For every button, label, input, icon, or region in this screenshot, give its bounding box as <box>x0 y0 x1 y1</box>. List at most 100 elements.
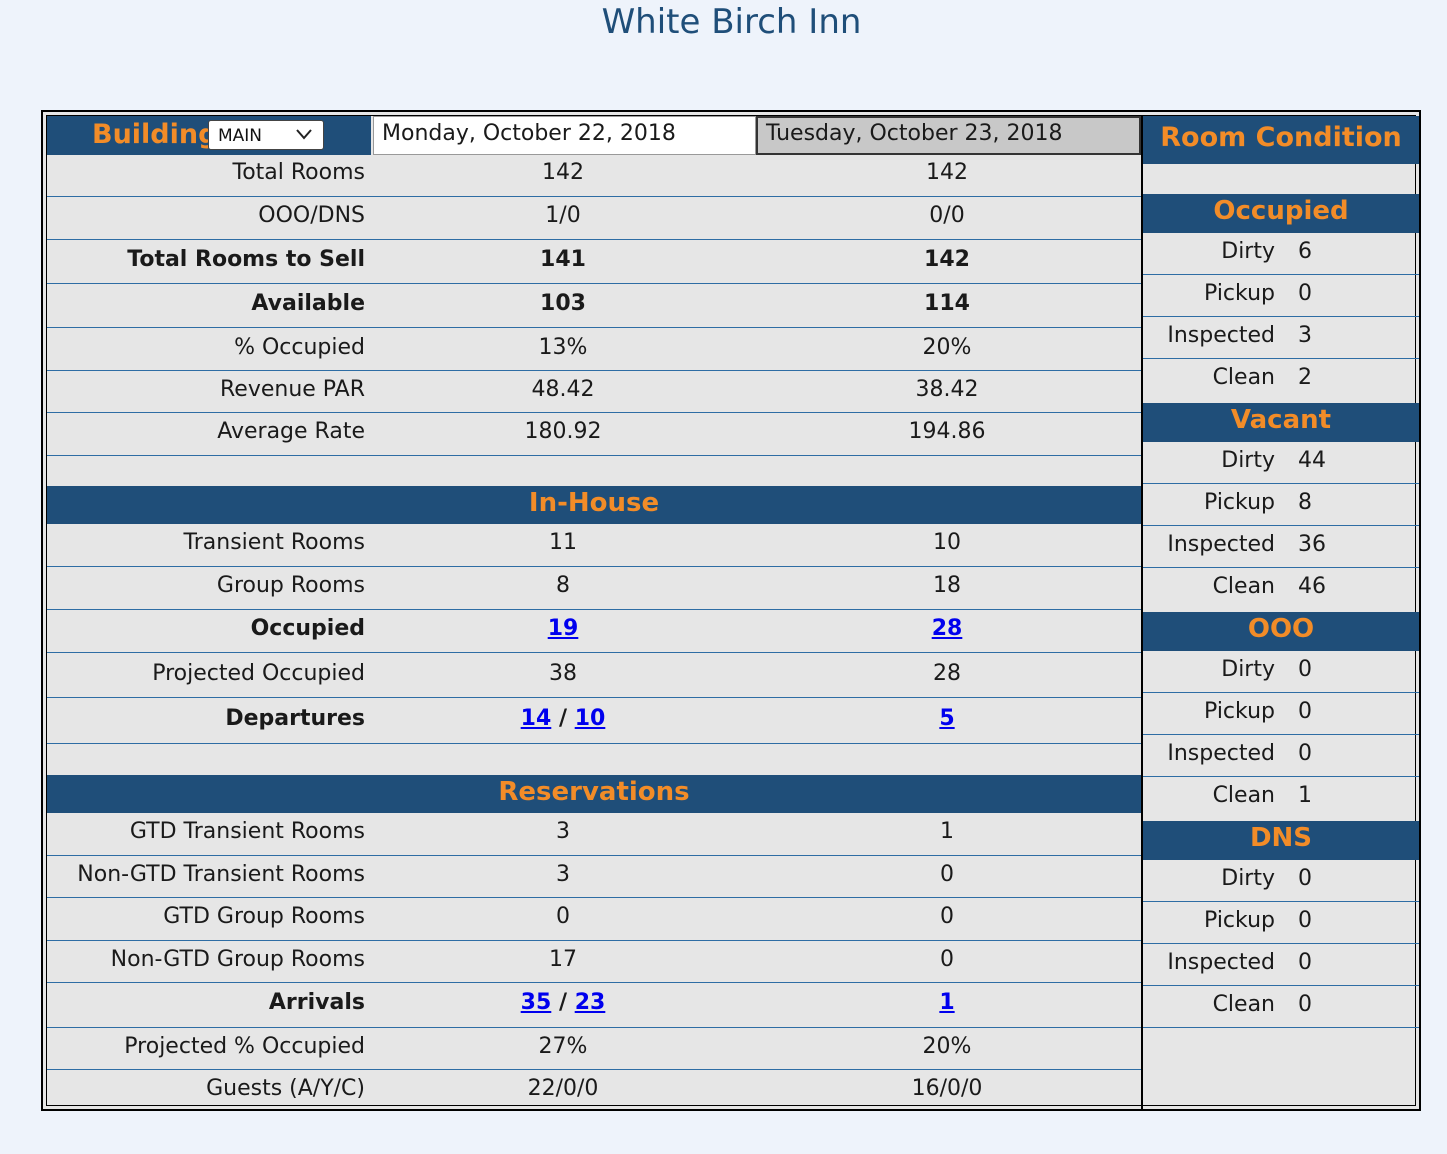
row-label: Projected % Occupied <box>124 1034 365 1059</box>
value-day1: 22/0/0 <box>527 1076 599 1101</box>
section-in-house: In-House <box>47 486 1141 524</box>
value-day2: 0 <box>940 904 954 929</box>
rc-row: Pickup 0 <box>1143 902 1419 944</box>
rc-row: Clean 0 <box>1143 986 1419 1028</box>
row-label: Guests (A/Y/C) <box>206 1076 365 1101</box>
row-label: Departures <box>225 706 365 731</box>
stat-row-ooo-dns: OOO/DNS 1/0 0/0 <box>47 197 1141 240</box>
value-day2: 18 <box>933 573 961 598</box>
arrivals-day1-link-b[interactable]: 23 <box>574 990 606 1015</box>
row-label: Projected Occupied <box>152 661 365 686</box>
rc-row: Clean 2 <box>1212 365 1312 390</box>
res-row-projected-pct: Projected % Occupied 27% 20% <box>47 1028 1141 1070</box>
row-label: Total Rooms to Sell <box>127 247 365 272</box>
rc-row: Clean 1 <box>1212 783 1312 808</box>
value-day2: 0 <box>940 947 954 972</box>
row-label: Total Rooms <box>232 160 365 185</box>
row-label: Non-GTD Transient Rooms <box>77 862 365 887</box>
chevron-down-icon <box>296 129 312 140</box>
arrivals-day2-link[interactable]: 1 <box>939 990 955 1015</box>
value-day1: 8 <box>556 573 570 598</box>
value-day2: 0 <box>940 862 954 887</box>
rc-section-occupied: Occupied <box>1143 194 1419 233</box>
row-label: OOO/DNS <box>258 203 365 228</box>
stats-panel: Building: MAIN Monday, October 22, 2018 … <box>47 116 1143 1111</box>
rc-row: Inspected 0 <box>1143 735 1419 777</box>
value-day1: 38 <box>549 661 577 686</box>
header-row: Building: MAIN Monday, October 22, 2018 … <box>47 116 1141 155</box>
in-house-row-departures: Departures 14 / 10 5 <box>47 698 1141 744</box>
departures-day1-link-b[interactable]: 10 <box>574 706 606 731</box>
stat-row-revenue-par: Revenue PAR 48.42 38.42 <box>47 371 1141 413</box>
arrivals-day1-link-a[interactable]: 35 <box>520 990 552 1015</box>
value-day1: 17 <box>549 947 577 972</box>
room-condition-panel: Room Condition Occupied Dirty 6 Pickup 0 I… <box>1143 116 1419 1111</box>
row-label: Revenue PAR <box>220 377 365 402</box>
stat-row-total-rooms-to-sell: Total Rooms to Sell 141 142 <box>47 240 1141 284</box>
building-bar: Building: MAIN <box>47 116 371 155</box>
separator: / <box>558 990 568 1015</box>
stat-row-pct-occupied: % Occupied 13% 20% <box>47 328 1141 371</box>
date-column-2[interactable]: Tuesday, October 23, 2018 <box>756 116 1141 155</box>
row-label: % Occupied <box>234 335 365 360</box>
row-label: Occupied <box>250 616 365 641</box>
date-column-1[interactable]: Monday, October 22, 2018 <box>373 116 756 155</box>
value-day2: 38.42 <box>915 377 979 402</box>
value-day2: 1 <box>940 819 954 844</box>
in-house-row-occupied: Occupied 19 28 <box>47 610 1141 653</box>
value-day1: 3 <box>556 819 570 844</box>
value-day2: 0/0 <box>929 203 965 228</box>
rc-row: Pickup 0 <box>1143 693 1419 735</box>
stat-row-average-rate: Average Rate 180.92 194.86 <box>47 413 1141 456</box>
value-day1: 3 <box>556 862 570 887</box>
separator: / <box>558 706 568 731</box>
in-house-row-transient: Transient Rooms 11 10 <box>47 524 1141 567</box>
value-day2: 28 <box>933 661 961 686</box>
rc-row: Dirty 0 <box>1143 651 1419 693</box>
rc-section-vacant: Vacant <box>1143 403 1419 442</box>
section-reservations: Reservations <box>47 775 1141 813</box>
res-row-gtd-transient: GTD Transient Rooms 3 1 <box>47 813 1141 856</box>
value-day1: 141 <box>540 247 586 272</box>
rc-row: Dirty 0 <box>1143 860 1419 902</box>
rc-row: Dirty 6 <box>1143 233 1419 275</box>
departures-day1-link-a[interactable]: 14 <box>520 706 552 731</box>
value-day2: 194.86 <box>908 419 986 444</box>
res-row-non-gtd-transient: Non-GTD Transient Rooms 3 0 <box>47 856 1141 898</box>
occupied-day2-link[interactable]: 28 <box>931 616 963 641</box>
row-label: Arrivals <box>268 990 365 1015</box>
value-day1: 142 <box>542 160 584 185</box>
building-label: Building: <box>92 119 229 150</box>
occupied-day1-link[interactable]: 19 <box>547 616 579 641</box>
building-select[interactable]: MAIN <box>208 120 324 150</box>
res-row-non-gtd-group: Non-GTD Group Rooms 17 0 <box>47 941 1141 983</box>
value-day1: 11 <box>549 530 577 555</box>
room-condition-title: Room Condition <box>1143 116 1419 164</box>
departures-day2-link[interactable]: 5 <box>939 706 955 731</box>
rc-row: Inspected 3 <box>1143 317 1419 359</box>
section-title: Reservations <box>498 777 690 807</box>
rc-section-dns: DNS <box>1143 821 1419 860</box>
value-day1: 180.92 <box>524 419 602 444</box>
in-house-row-projected: Projected Occupied 38 28 <box>47 653 1141 698</box>
value-day1: 103 <box>540 291 586 316</box>
rc-row: Clean 46 <box>1212 574 1326 599</box>
value-day2: 20% <box>922 335 972 360</box>
value-day2: 114 <box>924 291 970 316</box>
row-label: Average Rate <box>217 419 365 444</box>
value-day1: 0 <box>556 904 570 929</box>
value-day2: 142 <box>926 160 968 185</box>
in-house-row-group: Group Rooms 8 18 <box>47 567 1141 610</box>
res-row-arrivals: Arrivals 35 / 23 1 <box>47 983 1141 1028</box>
value-day2: 20% <box>922 1034 972 1059</box>
rc-row: Inspected 36 <box>1143 526 1419 568</box>
row-label: Non-GTD Group Rooms <box>110 947 365 972</box>
value-day2: 16/0/0 <box>911 1076 983 1101</box>
res-row-guests: Guests (A/Y/C) 22/0/0 16/0/0 <box>47 1070 1141 1111</box>
rc-row: Pickup 8 <box>1143 484 1419 526</box>
value-day1: 48.42 <box>531 377 595 402</box>
row-label: GTD Group Rooms <box>163 904 365 929</box>
value-day1: 13% <box>538 335 588 360</box>
building-select-value: MAIN <box>218 126 263 146</box>
page-title: White Birch Inn <box>601 2 862 42</box>
